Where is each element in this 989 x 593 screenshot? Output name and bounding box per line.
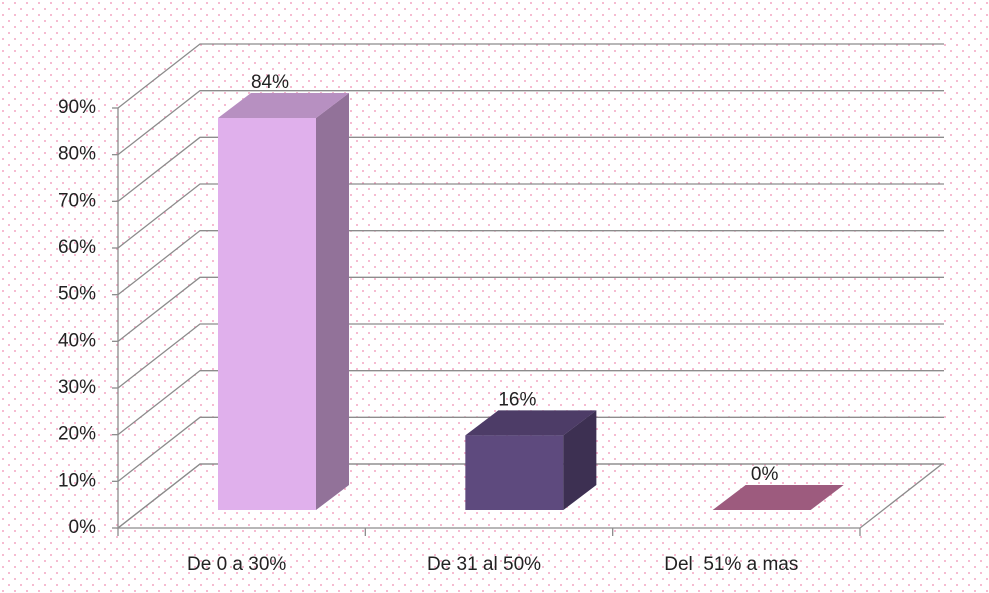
y-tick-label: 70%: [58, 190, 96, 211]
y-tick-label: 90%: [58, 97, 96, 118]
value-label: 0%: [751, 464, 779, 485]
bar: [465, 410, 597, 510]
bar-top: [465, 410, 597, 436]
grid-line: [117, 276, 944, 342]
y-tick-label: 0%: [69, 517, 97, 538]
bar-top: [712, 485, 844, 510]
grid-line: [117, 416, 944, 482]
value-label: 16%: [498, 389, 536, 410]
bar: [218, 93, 349, 510]
y-tick-label: 80%: [58, 144, 96, 165]
bar-front: [218, 118, 316, 510]
bar-side: [316, 93, 349, 510]
grid-line: [117, 43, 944, 109]
y-tick-label: 60%: [58, 237, 96, 258]
bar: [712, 485, 844, 510]
y-tick-label: 50%: [58, 284, 96, 305]
bar-top-shade: [218, 93, 349, 118]
x-tick-label: De 31 al 50%: [427, 554, 541, 575]
bar-top-shade: [465, 410, 597, 436]
value-label: 84%: [251, 72, 289, 93]
grid-line: [117, 230, 944, 296]
bar-top: [218, 93, 349, 118]
grid-line: [117, 370, 944, 436]
x-tick-label: Del 51% a mas: [664, 554, 798, 575]
y-tick-label: 30%: [58, 377, 96, 398]
grid-line: [117, 463, 944, 529]
bar-top-shade: [712, 485, 844, 510]
grid-line: [117, 90, 944, 156]
y-tick-label: 20%: [58, 424, 96, 445]
y-tick-label: 40%: [58, 330, 96, 351]
x-tick-label: De 0 a 30%: [187, 554, 286, 575]
grid-line: [117, 183, 944, 249]
grid-line: [117, 136, 944, 202]
bar-side-shade: [316, 93, 349, 510]
grid-line: [117, 323, 944, 389]
bar-side-shade: [563, 410, 597, 510]
bar-front: [465, 435, 564, 510]
bar-side: [563, 410, 597, 510]
y-tick-label: 10%: [58, 470, 96, 491]
